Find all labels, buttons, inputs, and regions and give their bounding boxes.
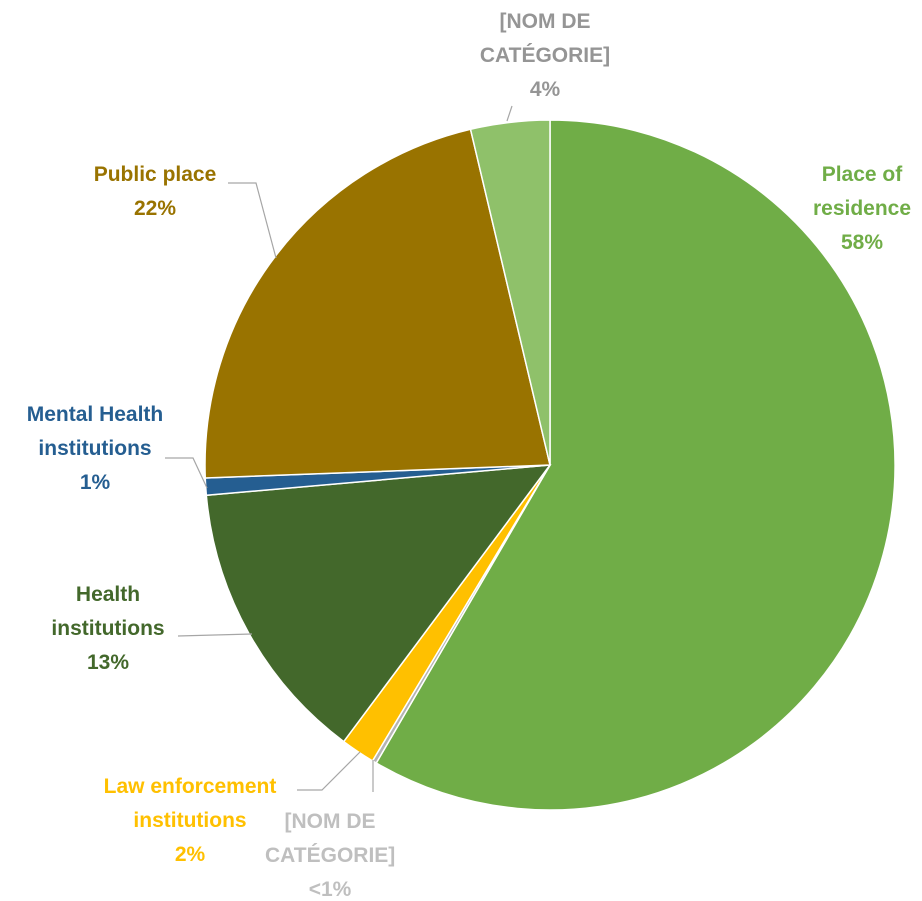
slice-label: Place of residence 58% bbox=[797, 158, 922, 260]
category-name: Place of residence bbox=[812, 163, 912, 220]
value-label: 1% bbox=[79, 471, 111, 494]
pie-slice bbox=[375, 119, 896, 811]
slice-label: Public place 22% bbox=[75, 158, 235, 226]
value-label: 4% bbox=[529, 78, 561, 101]
leader-line bbox=[177, 633, 253, 637]
category-name: Public place bbox=[93, 163, 217, 186]
slice-label: [NOM DE CATÉGORIE] 4% bbox=[470, 5, 620, 107]
category-name: Law enforcement institutions bbox=[103, 775, 277, 832]
category-name: [NOM DE CATÉGORIE] bbox=[479, 10, 611, 67]
leader-line bbox=[228, 182, 277, 259]
leader-line bbox=[297, 751, 361, 791]
value-label: 13% bbox=[86, 651, 130, 674]
value-label: <1% bbox=[308, 878, 352, 901]
category-name: Mental Health institutions bbox=[26, 403, 164, 460]
value-label: 2% bbox=[174, 843, 206, 866]
slice-label: Law enforcement institutions 2% bbox=[75, 770, 305, 872]
category-name: Health institutions bbox=[51, 583, 165, 640]
pie-slice bbox=[469, 119, 551, 466]
slice-label: [NOM DE CATÉGORIE] <1% bbox=[265, 805, 395, 901]
slice-label: Mental Health institutions 1% bbox=[5, 398, 185, 500]
leader-line bbox=[165, 457, 208, 489]
pie-slice bbox=[205, 464, 552, 743]
value-label: 22% bbox=[133, 197, 177, 220]
value-label: 58% bbox=[840, 231, 884, 254]
leader-line bbox=[506, 105, 513, 122]
slice-label: Health institutions 13% bbox=[33, 578, 183, 680]
category-name: [NOM DE CATÉGORIE] bbox=[265, 810, 396, 867]
